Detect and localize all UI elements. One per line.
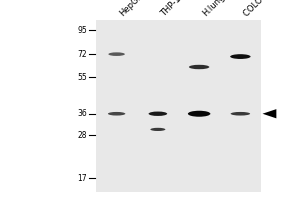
Ellipse shape (148, 112, 167, 116)
Ellipse shape (108, 112, 125, 116)
Bar (96, 20, 261, 192)
Text: 95: 95 (77, 26, 87, 35)
Ellipse shape (189, 65, 209, 69)
Text: 28: 28 (77, 131, 87, 140)
Ellipse shape (231, 112, 250, 116)
Text: 17: 17 (77, 174, 87, 183)
Polygon shape (262, 109, 276, 118)
Text: HepG2: HepG2 (118, 0, 145, 18)
Ellipse shape (108, 52, 125, 56)
Ellipse shape (150, 128, 165, 131)
Text: COLO 205: COLO 205 (242, 0, 278, 18)
Text: THP-1: THP-1 (159, 0, 183, 18)
Text: 55: 55 (77, 73, 87, 82)
Text: 72: 72 (77, 50, 87, 59)
Ellipse shape (230, 54, 250, 59)
Text: 36: 36 (77, 109, 87, 118)
Text: H.lung: H.lung (201, 0, 226, 18)
Ellipse shape (188, 111, 210, 117)
